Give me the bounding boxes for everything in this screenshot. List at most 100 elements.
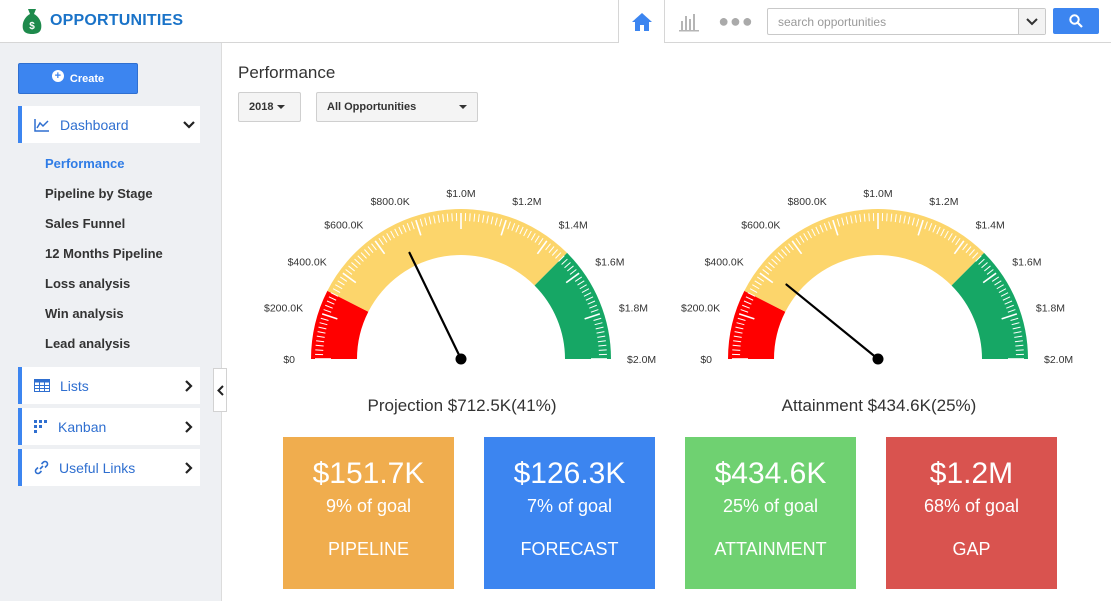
sidebar-item-lists[interactable]: Lists — [18, 367, 200, 404]
sidebar-item-kanban[interactable]: Kanban — [18, 408, 200, 445]
card-label: FORECAST — [520, 539, 619, 559]
card-percent-of-goal: 68% of goal — [923, 496, 1020, 516]
gauge-tick — [951, 235, 957, 243]
chevron-left-icon — [216, 384, 224, 396]
more-button[interactable]: ●●● — [716, 0, 756, 43]
gauge-tick — [738, 313, 755, 320]
gauge-tick — [917, 219, 924, 236]
gauge-tick — [386, 233, 392, 241]
year-select[interactable]: 2018 — [238, 92, 301, 122]
sidebar-subitem-pipeline-by-stage[interactable]: Pipeline by Stage — [45, 186, 153, 201]
gauge-tick — [515, 224, 520, 233]
gauge-tick — [740, 309, 749, 313]
sidebar-subitem-win-analysis[interactable]: Win analysis — [45, 306, 124, 321]
gauge-tick — [319, 322, 328, 326]
gauge-tick — [863, 213, 866, 222]
gauge-tick — [594, 322, 603, 326]
card-percent-of-goal: 9% of goal — [325, 496, 412, 516]
gauge-tick — [330, 292, 339, 297]
table-icon — [34, 379, 50, 392]
gauge-tick — [500, 219, 507, 236]
gauge-tick — [569, 269, 577, 275]
brand[interactable]: $ OPPORTUNITIES — [20, 6, 183, 36]
gauge-tick — [742, 304, 750, 309]
card-amount: $434.6K — [714, 457, 827, 490]
chevron-right-icon — [178, 461, 200, 474]
gauge-tick — [382, 235, 388, 243]
gauge-tick — [795, 237, 801, 246]
gauge-tick — [545, 243, 551, 251]
gauge-tick-label: $600.0K — [324, 220, 363, 232]
search-input[interactable] — [768, 9, 1018, 34]
gauge-tick-label: $2.0M — [627, 354, 656, 366]
gauge-tick — [998, 288, 1007, 293]
gauge-tick — [803, 233, 809, 241]
gauge-tick — [348, 265, 355, 272]
gauge-tick — [364, 249, 371, 256]
gauge-tick — [1006, 304, 1014, 309]
sidebar-item-dashboard[interactable]: Dashboard — [18, 106, 200, 143]
link-icon — [34, 460, 49, 475]
gauge-tick — [749, 288, 758, 293]
money-bag-icon: $ — [22, 9, 42, 34]
sidebar-subitem-performance[interactable]: Performance — [45, 156, 125, 171]
gauge-tick — [335, 284, 343, 290]
gauge-needle — [785, 283, 880, 361]
reports-button[interactable] — [670, 0, 708, 43]
gauge-tick — [911, 217, 915, 226]
sidebar-subitem-loss-analysis[interactable]: Loss analysis — [45, 276, 131, 291]
gauge-tick-label: $2.0M — [1044, 354, 1073, 366]
sidebar-item-useful-links[interactable]: Useful Links — [18, 449, 200, 486]
gauge-tick — [868, 213, 870, 222]
gauge-tick — [1014, 340, 1023, 343]
gauge-tick — [583, 292, 592, 297]
gauge-tick — [371, 243, 377, 251]
gauge-needle — [408, 251, 463, 361]
gauge-tick — [406, 223, 411, 231]
gauge-tick — [555, 252, 562, 259]
card-label: PIPELINE — [327, 539, 410, 559]
create-button[interactable]: + Create — [18, 63, 138, 94]
gauge-tick — [595, 326, 604, 330]
gauge-tick — [587, 300, 596, 305]
gauge-tick — [561, 258, 568, 265]
sidebar-item-label: Kanban — [58, 418, 107, 435]
sidebar-item-label: Useful Links — [59, 459, 136, 476]
card-amount: $151.7K — [312, 457, 425, 490]
gauge-tick — [419, 218, 423, 227]
gauge-tick — [953, 240, 965, 255]
year-select-value: 2018 — [249, 101, 274, 113]
gauge-tick-label: $800.0K — [788, 196, 827, 208]
sidebar-subitem-12-months-pipeline[interactable]: 12 Months Pipeline — [45, 246, 163, 261]
home-button[interactable] — [618, 0, 665, 43]
gauge-tick — [442, 214, 445, 223]
gauge-tick — [577, 280, 585, 286]
sidebar-subitem-sales-funnel[interactable]: Sales Funnel — [45, 216, 126, 231]
gauge-band-red — [728, 290, 786, 359]
search-button[interactable] — [1053, 8, 1099, 34]
sidebar-subitem-lead-analysis[interactable]: Lead analysis — [45, 336, 131, 351]
gauge-tick — [354, 258, 361, 265]
gauge-tick — [567, 265, 574, 272]
plus-circle-icon: + — [51, 69, 64, 82]
gauge-tick — [538, 237, 544, 246]
gauge-tick — [1014, 335, 1023, 338]
projection-caption: Projection $712.5K(41%) — [367, 396, 557, 415]
gauge-tick — [996, 284, 1004, 290]
gauge-tick — [743, 300, 752, 305]
gauge-tick-label: $1.2M — [929, 196, 958, 208]
gauge-tick-label: $1.8M — [619, 303, 648, 315]
gauge-tick — [564, 262, 571, 269]
gauge-tick — [415, 219, 422, 236]
search-dropdown-button[interactable] — [1018, 9, 1045, 34]
gauge-tick — [584, 313, 601, 320]
chevron-right-icon — [178, 379, 200, 392]
opportunity-filter-select[interactable]: All Opportunities — [316, 92, 478, 122]
gauge-tick-label: $0 — [700, 354, 712, 366]
gauge-tick — [928, 223, 933, 231]
card-label: ATTAINMENT — [714, 539, 827, 559]
gauge-tick — [968, 249, 975, 256]
gauge-tick — [574, 276, 583, 282]
sidebar-collapse-button[interactable] — [213, 368, 227, 412]
gauge-tick — [765, 265, 772, 272]
